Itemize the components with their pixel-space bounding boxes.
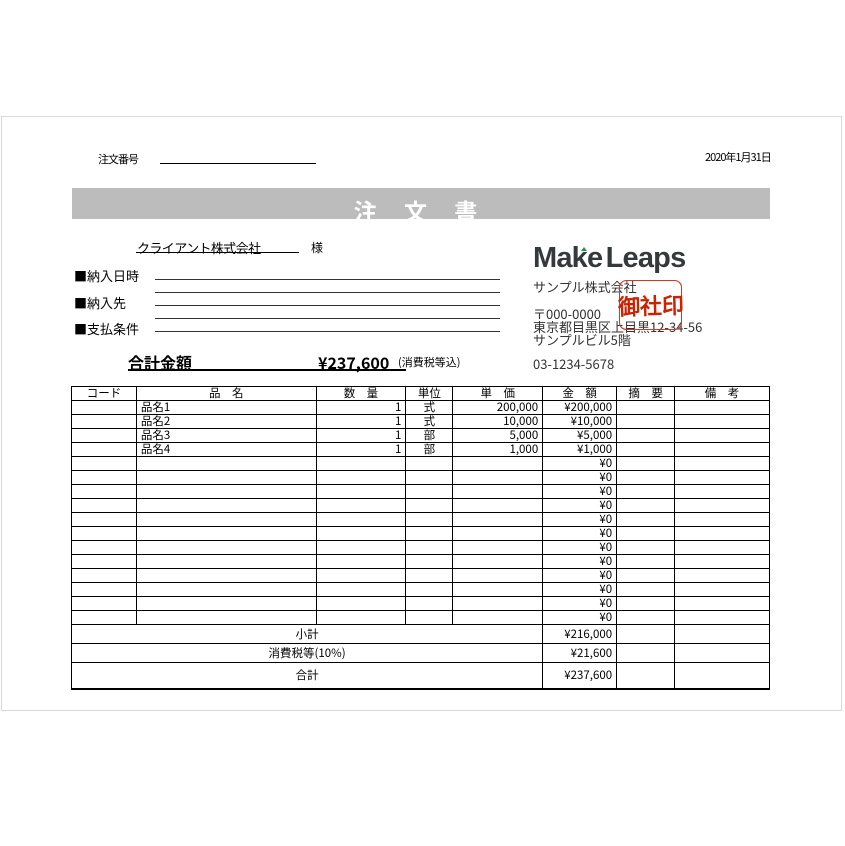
svg-text:御社印: 御社印 [618, 293, 683, 320]
